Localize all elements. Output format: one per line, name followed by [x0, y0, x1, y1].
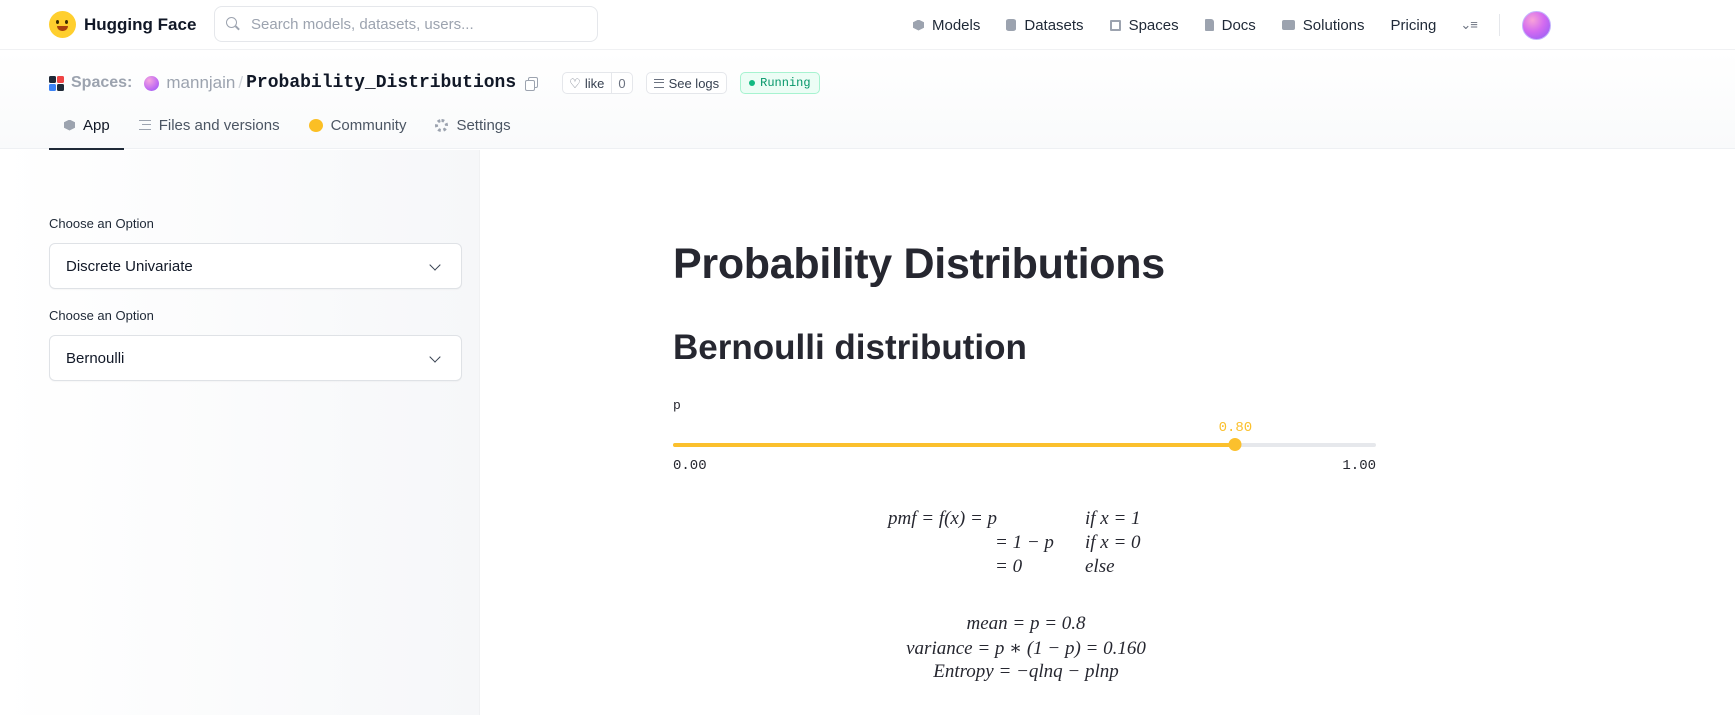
search-box[interactable]: [214, 6, 598, 42]
entropy-equation: Entropy = −qlnq − plnp: [933, 661, 1119, 682]
pmf-cond-1: if x = 1: [1085, 508, 1141, 529]
gear-icon: [435, 118, 449, 132]
distribution-select-value: Bernoulli: [66, 349, 125, 367]
datasets-icon: [1006, 19, 1017, 31]
like-button[interactable]: ♡ like 0: [562, 72, 633, 94]
pmf-cond-3: else: [1085, 556, 1115, 577]
nav-solutions-label: Solutions: [1302, 16, 1365, 34]
user-avatar[interactable]: [1521, 10, 1551, 40]
slider-max: 1.00: [1342, 458, 1376, 474]
slider-label: p: [673, 398, 681, 413]
variance-equation: variance = p ∗ (1 − p) = 0.160: [906, 638, 1146, 659]
tab-app-label: App: [83, 116, 110, 134]
community-icon: [308, 118, 323, 132]
solutions-icon: [1281, 20, 1295, 30]
nav-docs-label: Docs: [1221, 16, 1256, 34]
status-label: Running: [760, 76, 811, 90]
pmf-equation: pmf = f(x) = p if x = 1 = 1 − p if x = 0…: [888, 508, 1141, 684]
nav-models-label: Models: [932, 16, 981, 34]
slider-min: 0.00: [673, 458, 707, 474]
hugging-face-logo[interactable]: Hugging Face: [49, 11, 196, 38]
breadcrumb: Spaces: mannjain / Probability_Distribut…: [49, 72, 820, 94]
tab-community[interactable]: Community: [294, 101, 421, 149]
p-slider[interactable]: [673, 438, 1376, 451]
tab-settings[interactable]: Settings: [420, 101, 524, 149]
slider-fill: [673, 443, 1236, 447]
space-tabs: App Files and versions Community Setting…: [49, 101, 525, 150]
files-icon: [138, 120, 151, 130]
pmf-line-1: pmf = f(x) = p: [888, 508, 998, 529]
nav-datasets[interactable]: Datasets: [1006, 16, 1084, 34]
hugging-face-emoji-icon: [49, 11, 76, 38]
spaces-logo-icon: [49, 75, 64, 91]
tab-files-and-versions[interactable]: Files and versions: [124, 101, 294, 149]
main-nav: Models Datasets Spaces Docs Solutions Pr…: [913, 0, 1551, 50]
more-menu-icon[interactable]: ⌄≡: [1460, 17, 1478, 32]
like-count: 0: [611, 73, 631, 93]
search-input[interactable]: [251, 15, 581, 33]
tab-community-label: Community: [330, 116, 407, 134]
mean-equation: mean = p = 0.8: [966, 613, 1086, 634]
pmf-cond-2: if x = 0: [1085, 532, 1141, 553]
category-select[interactable]: Discrete Univariate: [49, 243, 462, 289]
docs-icon: [1204, 19, 1214, 31]
space-owner[interactable]: mannjain: [166, 73, 236, 92]
status-badge: Running: [740, 72, 820, 94]
status-dot-icon: [749, 80, 756, 86]
page-title: Probability Distributions: [673, 240, 1165, 288]
distribution-select-label: Choose an Option: [49, 308, 154, 323]
search-icon: [226, 17, 240, 31]
tab-app[interactable]: App: [49, 101, 124, 150]
stats-equations: mean = p = 0.8 variance = p ∗ (1 − p) = …: [906, 613, 1146, 715]
nav-models[interactable]: Models: [913, 17, 980, 34]
category-select-label: Choose an Option: [49, 216, 154, 231]
cube-icon: [64, 119, 75, 131]
see-logs-label: See logs: [668, 75, 720, 91]
space-name[interactable]: Probability_Distributions: [246, 73, 517, 93]
nav-docs[interactable]: Docs: [1204, 16, 1256, 34]
see-logs-button[interactable]: See logs: [645, 72, 728, 94]
copy-icon[interactable]: [525, 76, 539, 91]
pmf-line-2: = 1 − p: [995, 532, 1054, 553]
heart-icon: ♡: [569, 75, 581, 91]
pmf-line-3: = 0: [995, 556, 1023, 577]
category-select-value: Discrete Univariate: [66, 257, 193, 275]
tab-settings-label: Settings: [456, 116, 511, 134]
spaces-section-label[interactable]: Spaces:: [71, 74, 133, 91]
chevron-down-icon: [429, 259, 441, 271]
breadcrumb-separator: /: [238, 73, 244, 92]
brand-name: Hugging Face: [84, 14, 197, 34]
slider-thumb[interactable]: [1228, 438, 1242, 451]
nav-spaces[interactable]: Spaces: [1109, 16, 1179, 34]
owner-avatar: [144, 75, 160, 91]
nav-pricing[interactable]: Pricing: [1391, 17, 1437, 34]
spaces-icon: [1109, 19, 1121, 31]
top-navbar: Hugging Face Models Datasets Spaces Docs…: [0, 0, 1735, 50]
nav-divider: [1498, 14, 1500, 36]
space-header: Spaces: mannjain / Probability_Distribut…: [0, 51, 1735, 150]
like-label: like: [584, 75, 605, 91]
nav-datasets-label: Datasets: [1024, 16, 1084, 34]
models-icon: [913, 19, 924, 31]
nav-spaces-label: Spaces: [1128, 16, 1179, 34]
nav-pricing-label: Pricing: [1390, 16, 1437, 34]
tab-files-label: Files and versions: [158, 116, 280, 134]
distribution-select[interactable]: Bernoulli: [49, 335, 462, 381]
slider-value: 0.80: [1218, 420, 1253, 436]
logs-icon: [653, 78, 664, 88]
chevron-down-icon: [429, 351, 441, 363]
nav-solutions[interactable]: Solutions: [1281, 16, 1365, 34]
app-sidebar: Choose an Option Discrete Univariate Cho…: [0, 150, 480, 715]
distribution-heading: Bernoulli distribution: [673, 328, 1027, 367]
